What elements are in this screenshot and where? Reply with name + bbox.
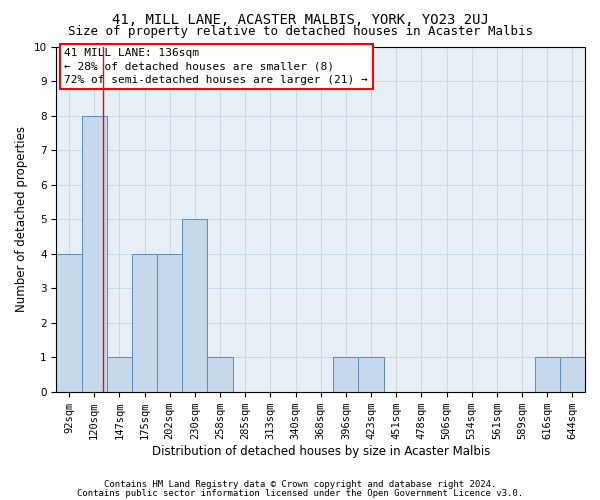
Text: 41, MILL LANE, ACASTER MALBIS, YORK, YO23 2UJ: 41, MILL LANE, ACASTER MALBIS, YORK, YO2…: [112, 12, 488, 26]
Bar: [132, 254, 157, 392]
Bar: [56, 254, 82, 392]
Bar: [82, 116, 107, 392]
X-axis label: Distribution of detached houses by size in Acaster Malbis: Distribution of detached houses by size …: [152, 444, 490, 458]
Text: Contains public sector information licensed under the Open Government Licence v3: Contains public sector information licen…: [77, 489, 523, 498]
Bar: [107, 357, 132, 392]
Text: Contains HM Land Registry data © Crown copyright and database right 2024.: Contains HM Land Registry data © Crown c…: [104, 480, 496, 489]
Bar: [333, 357, 358, 392]
Bar: [208, 357, 233, 392]
Y-axis label: Number of detached properties: Number of detached properties: [15, 126, 28, 312]
Bar: [358, 357, 383, 392]
Bar: [560, 357, 585, 392]
Text: Size of property relative to detached houses in Acaster Malbis: Size of property relative to detached ho…: [67, 25, 533, 38]
Bar: [157, 254, 182, 392]
Bar: [535, 357, 560, 392]
Bar: [182, 219, 208, 392]
Text: 41 MILL LANE: 136sqm
← 28% of detached houses are smaller (8)
72% of semi-detach: 41 MILL LANE: 136sqm ← 28% of detached h…: [64, 48, 368, 84]
